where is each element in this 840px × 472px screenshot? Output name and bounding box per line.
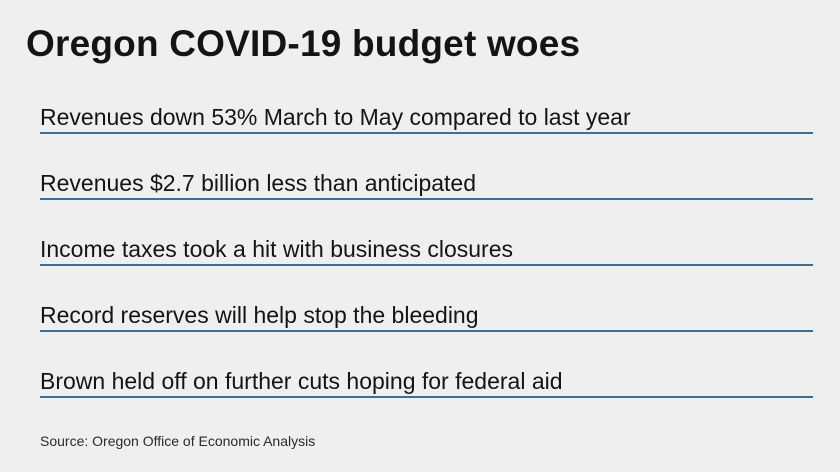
divider xyxy=(40,132,813,134)
divider xyxy=(40,198,813,200)
source-note: Source: Oregon Office of Economic Analys… xyxy=(40,433,316,449)
divider xyxy=(40,330,813,332)
list-item-text: Income taxes took a hit with business cl… xyxy=(40,236,514,262)
list-item-text: Record reserves will help stop the bleed… xyxy=(40,302,479,328)
list-item: Revenues $2.7 billion less than anticipa… xyxy=(40,160,813,226)
divider xyxy=(40,396,813,398)
divider xyxy=(40,264,813,266)
list-item: Revenues down 53% March to May compared … xyxy=(40,94,813,160)
page-title: Oregon COVID-19 budget woes xyxy=(26,23,581,64)
list-item: Record reserves will help stop the bleed… xyxy=(40,292,813,358)
list-item: Brown held off on further cuts hoping fo… xyxy=(40,358,813,424)
list-item-text: Revenues down 53% March to May compared … xyxy=(40,104,631,130)
list-item-text: Revenues $2.7 billion less than anticipa… xyxy=(40,170,477,196)
list-item-text: Brown held off on further cuts hoping fo… xyxy=(40,368,563,394)
list-item: Income taxes took a hit with business cl… xyxy=(40,226,813,292)
bullet-list: Revenues down 53% March to May compared … xyxy=(40,94,813,424)
